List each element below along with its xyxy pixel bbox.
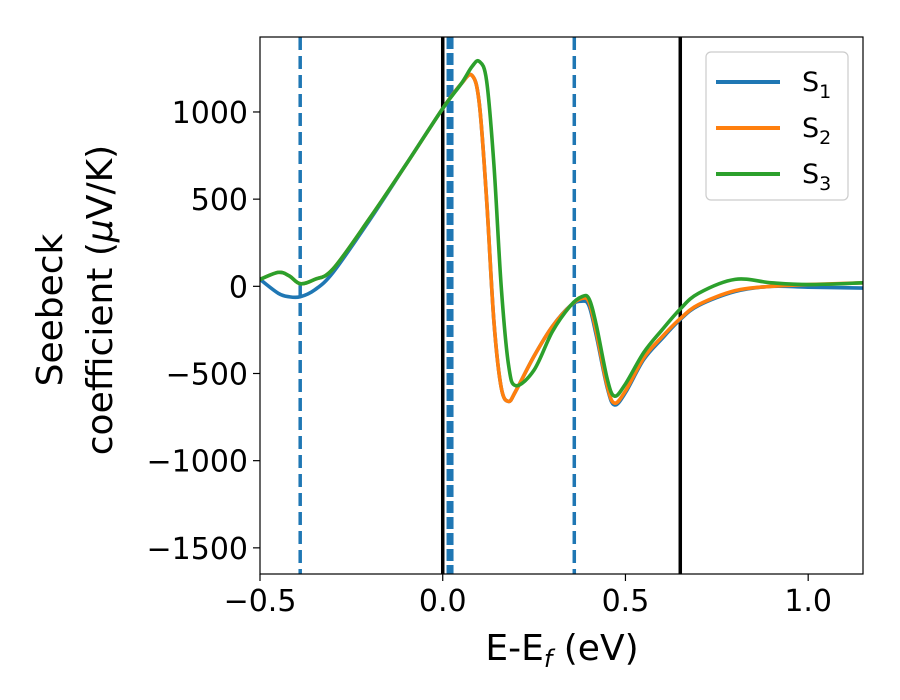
y-tick-label: 1000: [172, 96, 248, 131]
legend-label-s1: S1: [802, 67, 831, 103]
series-lines: [260, 58, 863, 407]
svg-text:Seebeck: Seebeck: [30, 233, 71, 386]
x-tick-label: 0.0: [419, 584, 467, 619]
y-axis-ticks: −1500 −1000 −500 0 500 1000: [147, 96, 260, 567]
y-tick-label: 0: [229, 270, 248, 305]
x-tick-label: 0.5: [602, 584, 650, 619]
y-tick-label: 500: [191, 183, 248, 218]
y-axis-label-line2: coefficient (: [80, 242, 121, 455]
y-axis-label-line1: Seebeck: [30, 233, 71, 386]
series-line-s3: [260, 58, 863, 398]
x-axis-label: E-Ef (eV): [485, 628, 638, 673]
plot-frame: [259, 36, 864, 575]
y-axis-label: Seebeck coefficient (μV/K): [30, 145, 121, 455]
x-tick-label: 1.0: [784, 584, 832, 619]
vertical-marker-lines: [298, 37, 683, 574]
y-tick-label: −500: [166, 357, 248, 392]
y-tick-label: −1500: [147, 532, 248, 567]
legend-label-s2: S2: [802, 113, 831, 149]
svg-text:coefficient (μV/K): coefficient (μV/K): [80, 145, 121, 455]
y-tick-label: −1000: [147, 445, 248, 480]
x-tick-label: −0.5: [224, 584, 297, 619]
legend: S1 S2 S3: [705, 51, 849, 201]
x-axis-ticks: −0.5 0.0 0.5 1.0: [224, 574, 832, 619]
legend-label-s3: S3: [802, 159, 831, 195]
